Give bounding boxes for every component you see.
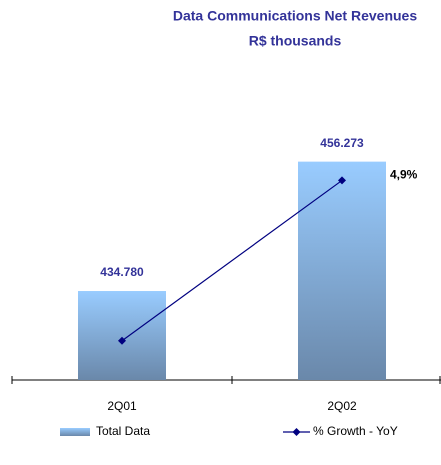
- line-value-label: 4,9%: [390, 168, 418, 182]
- growth-marker: [118, 336, 126, 345]
- legend-swatch: [60, 428, 90, 436]
- growth-marker: [338, 176, 346, 185]
- bar-value-label: 434.780: [100, 265, 144, 279]
- x-tick-label: 2Q01: [107, 399, 137, 413]
- bar: [78, 291, 166, 380]
- chart-subtitle: R$ thousands: [249, 33, 342, 49]
- legend-label: Total Data: [96, 424, 150, 438]
- growth-line: [121, 179, 343, 342]
- bar-value-label: 456.273: [320, 136, 364, 150]
- legend-marker: [292, 428, 301, 436]
- x-tick-label: 2Q02: [327, 399, 357, 413]
- legend-label: % Growth - YoY: [313, 424, 398, 438]
- chart-title: Data Communications Net Revenues: [173, 8, 417, 24]
- bar: [298, 161, 386, 380]
